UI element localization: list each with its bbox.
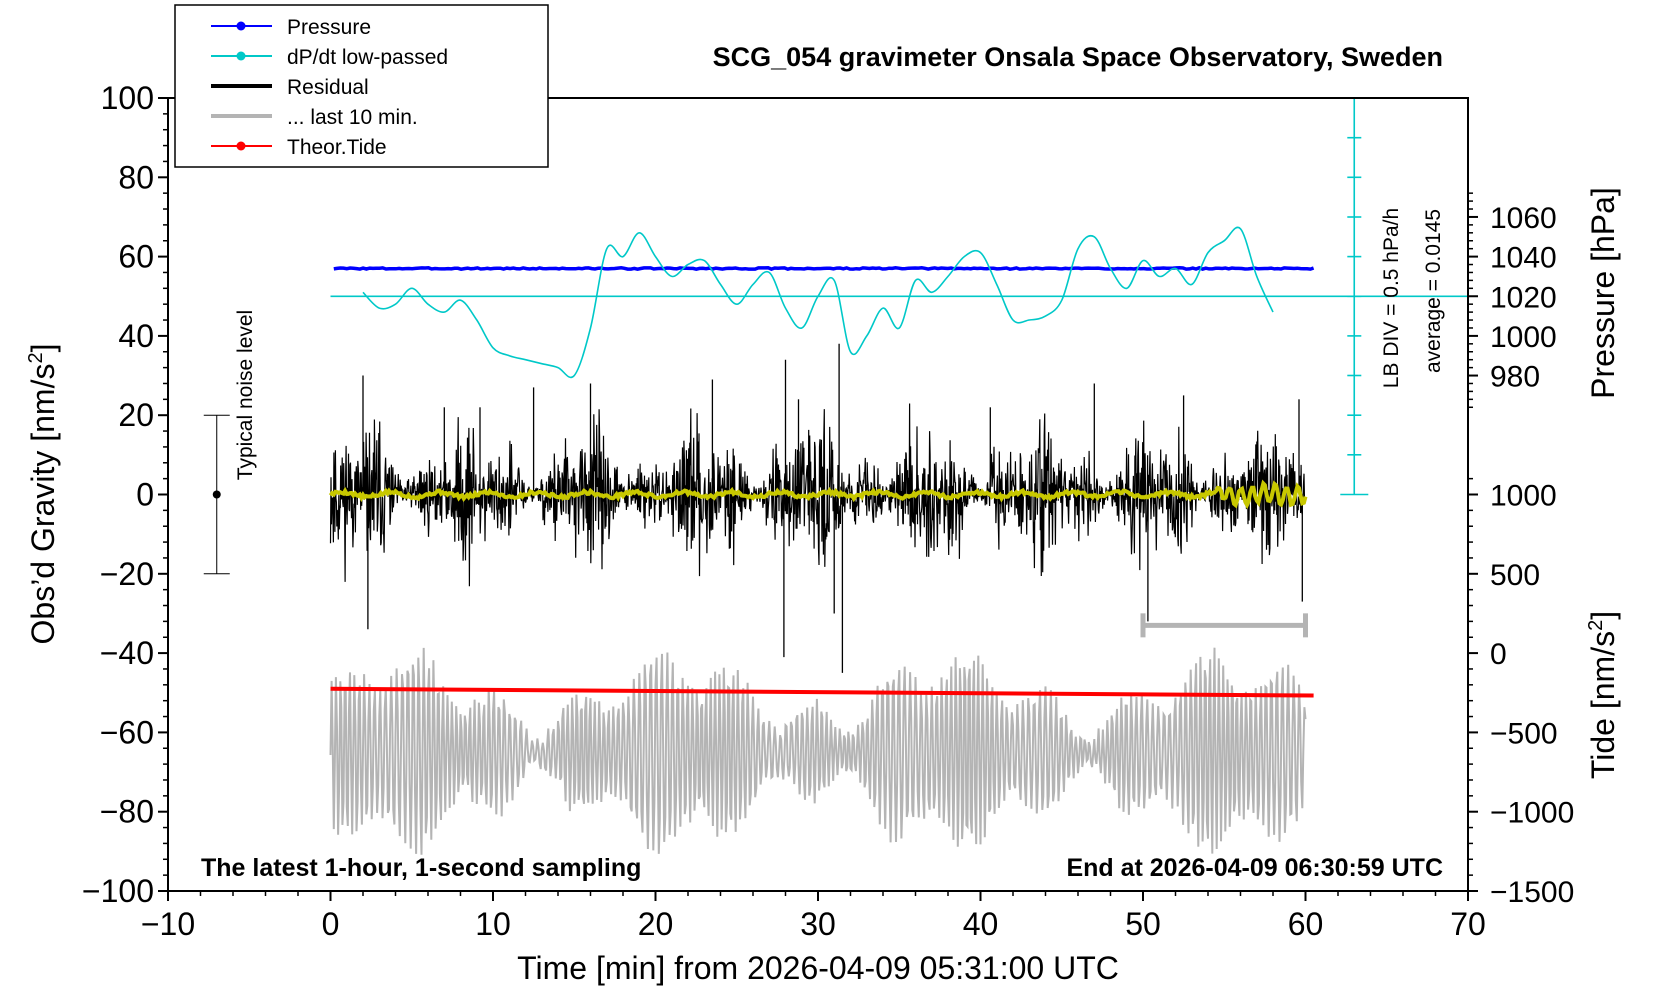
tide-series-line — [330, 686, 1314, 698]
pressure-tick-label-0: 980 — [1490, 361, 1540, 394]
y-tick-label-5: 0 — [136, 477, 154, 513]
x-tick-label-0: −10 — [141, 906, 195, 942]
x-tick-label-7: 60 — [1288, 906, 1324, 942]
y-tick-label-8: 60 — [118, 239, 154, 275]
legend-label-2: Residual — [287, 76, 369, 99]
pressure-tick-label-3: 1040 — [1490, 242, 1557, 275]
smoothed-residual-line — [328, 479, 1308, 510]
x-axis-label: Time [min] from 2026-04-09 05:31:00 UTC — [517, 950, 1119, 986]
legend-label-1: dP/dt low-passed — [287, 46, 448, 69]
y-tick-label-9: 80 — [118, 159, 154, 195]
x-tick-label-1: 0 — [322, 906, 340, 942]
x-tick-label-3: 20 — [638, 906, 674, 942]
legend-label-4: Theor.Tide — [287, 136, 387, 159]
noise-level-label: Typical noise level — [234, 310, 257, 480]
y-axis-label-left-end: ] — [25, 344, 61, 353]
residual-series-line — [329, 403, 1307, 587]
y-tick-label-2: −60 — [100, 714, 154, 750]
tide-tick-label-5: 1000 — [1490, 480, 1557, 513]
average-label: average = 0.0145 — [1422, 209, 1445, 373]
legend: Pressure dP/dt low-passed Residual ... last… — [174, 4, 549, 168]
y-tick-label-7: 40 — [118, 318, 154, 354]
y-axis-label-left: Obs’d Gravity [nm/s2] — [25, 344, 61, 645]
bottom-right-note: End at 2026-04-09 06:30:59 UTC — [1066, 854, 1443, 882]
y-axis-label-tide-sup: 2 — [1585, 620, 1607, 631]
x-tick-label-2: 10 — [475, 906, 511, 942]
legend-marker-1 — [236, 51, 246, 61]
legend-marker-0 — [236, 21, 246, 31]
bottom-left-note: The latest 1-hour, 1-second sampling — [201, 854, 641, 882]
pressure-tick-label-4: 1060 — [1490, 202, 1557, 235]
legend-items: Pressure dP/dt low-passed Residual ... last… — [211, 16, 448, 159]
y-axis-label-tide: Tide [nm/s2] — [1585, 611, 1621, 779]
noise-bar-center-dot — [212, 490, 221, 499]
tide-tick-label-3: 0 — [1490, 638, 1507, 671]
tide-tick-label-4: 500 — [1490, 559, 1540, 592]
y-axis-label-left-main: Obs’d Gravity [nm/s — [25, 364, 61, 645]
y-tick-label-4: −20 — [100, 556, 154, 592]
data-layer — [203, 97, 1468, 855]
y-axis-label-tide-main: Tide [nm/s — [1585, 631, 1621, 779]
y-axis-label-pressure: Pressure [hPa] — [1585, 187, 1621, 399]
pressure-tick-label-2: 1020 — [1490, 281, 1557, 314]
tide-tick-label-2: −500 — [1490, 717, 1558, 750]
legend-label-0: Pressure — [287, 16, 371, 39]
pressure-series-line — [333, 265, 1315, 272]
legend-label-3: ... last 10 min. — [287, 106, 418, 129]
y-tick-label-10: 100 — [101, 80, 154, 116]
legend-marker-4 — [236, 141, 246, 151]
pressure-tick-label-1: 1000 — [1490, 321, 1557, 354]
y-axis-label-left-sup: 2 — [25, 352, 47, 363]
dpdt-series-line — [362, 226, 1274, 379]
x-tick-label-8: 70 — [1450, 906, 1486, 942]
y-axis-label-tide-end: ] — [1585, 611, 1621, 620]
x-tick-label-5: 40 — [963, 906, 999, 942]
x-tick-label-6: 50 — [1125, 906, 1161, 942]
y-tick-label-3: −40 — [100, 635, 154, 671]
tide-tick-label-1: −1000 — [1490, 797, 1574, 830]
chart-title-group: SCG_054 gravimeter Onsala Space Observat… — [713, 42, 1443, 72]
axes-layer: −10 0 10 20 30 40 50 60 70−100−80−60−40−20020406… — [82, 80, 1574, 942]
tide-tick-label-0: −1500 — [1490, 876, 1574, 909]
last10-series-line — [329, 647, 1307, 855]
y-tick-label-1: −80 — [100, 794, 154, 830]
y-tick-label-6: 20 — [118, 397, 154, 433]
x-tick-label-4: 30 — [800, 906, 836, 942]
y-tick-label-0: −100 — [82, 873, 154, 909]
lb-div-label: LB DIV = 0.5 hPa/h — [1380, 208, 1403, 388]
chart-title: SCG_054 gravimeter Onsala Space Observat… — [713, 42, 1443, 72]
